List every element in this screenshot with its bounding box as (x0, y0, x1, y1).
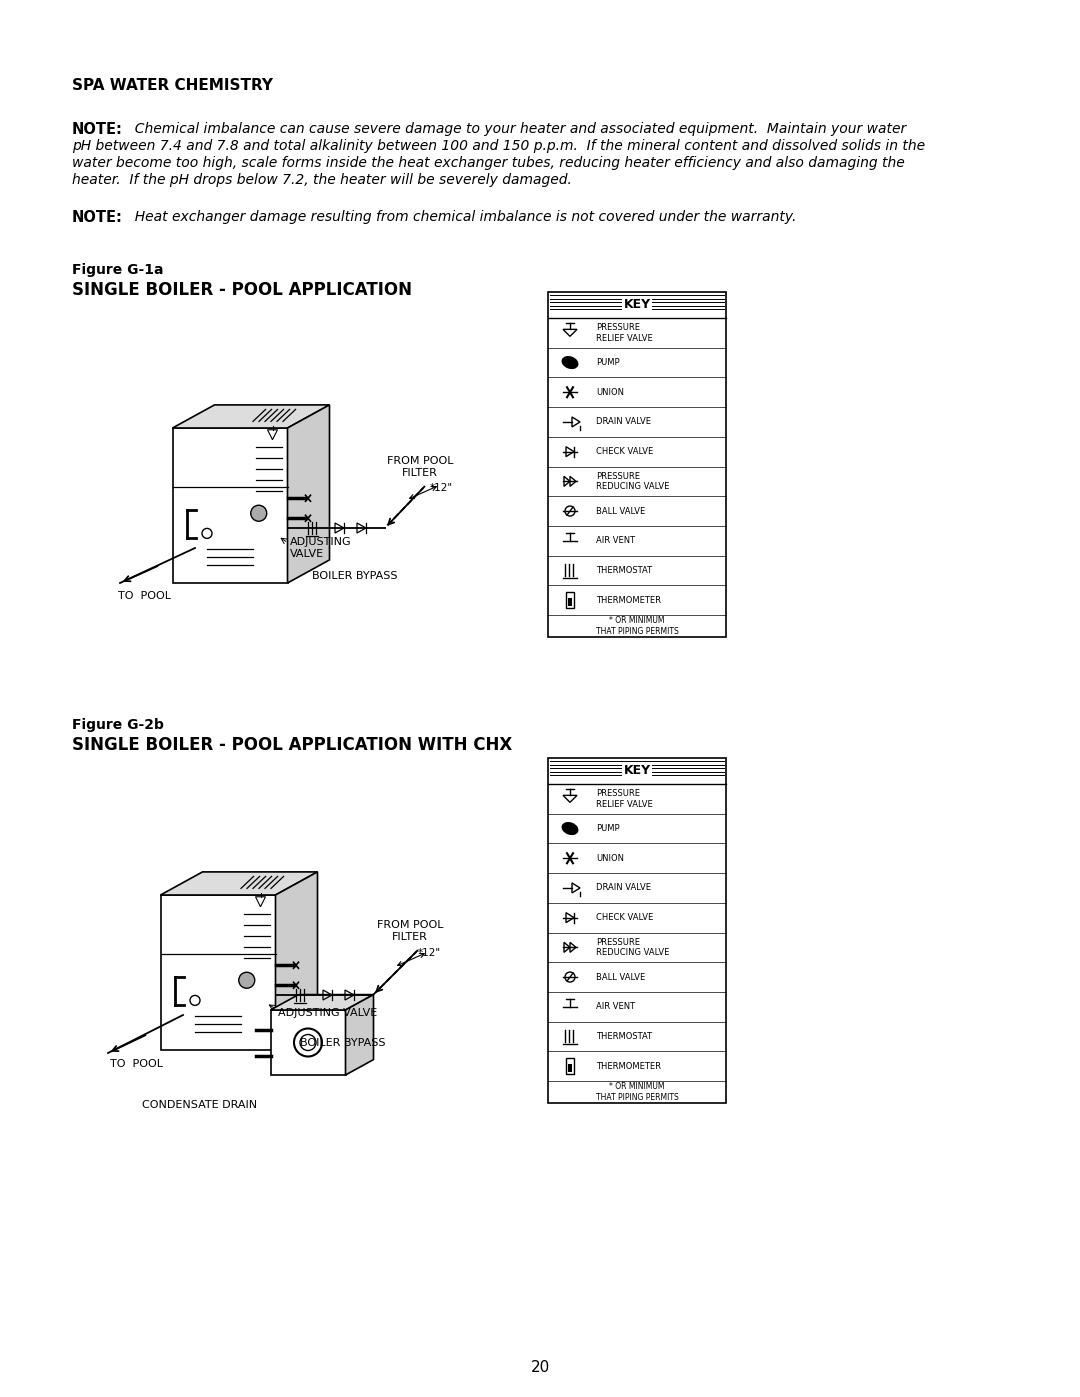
Text: THERMOMETER: THERMOMETER (596, 1062, 661, 1070)
Bar (568, 598, 572, 606)
Text: BOILER BYPASS: BOILER BYPASS (300, 1038, 386, 1048)
Text: *12": *12" (418, 949, 441, 958)
Text: TO  POOL: TO POOL (109, 1059, 162, 1069)
Text: Figure G-2b: Figure G-2b (72, 718, 164, 732)
Text: ADJUSTING VALVE: ADJUSTING VALVE (278, 1009, 377, 1018)
Text: CONDENSATE DRAIN: CONDENSATE DRAIN (143, 1099, 257, 1111)
Text: UNION: UNION (596, 388, 624, 397)
Text: THERMOSTAT: THERMOSTAT (596, 1032, 652, 1041)
Text: PRESSURE
RELIEF VALVE: PRESSURE RELIEF VALVE (596, 789, 652, 809)
Text: water become too high, scale forms inside the heat exchanger tubes, reducing hea: water become too high, scale forms insid… (72, 156, 905, 170)
Text: NOTE:: NOTE: (72, 210, 123, 225)
Text: AIR VENT: AIR VENT (596, 1002, 635, 1011)
Text: pH between 7.4 and 7.8 and total alkalinity between 100 and 150 p.p.m.  If the m: pH between 7.4 and 7.8 and total alkalin… (72, 138, 926, 154)
Text: Figure G-1a: Figure G-1a (72, 263, 163, 277)
Text: PRESSURE
REDUCING VALVE: PRESSURE REDUCING VALVE (596, 937, 670, 957)
Ellipse shape (563, 356, 578, 369)
Text: * OR MINIMUM
THAT PIPING PERMITS: * OR MINIMUM THAT PIPING PERMITS (596, 616, 678, 636)
Text: 20: 20 (530, 1361, 550, 1375)
Bar (566, 592, 573, 608)
Polygon shape (270, 995, 374, 1010)
Text: SPA WATER CHEMISTRY: SPA WATER CHEMISTRY (72, 78, 273, 94)
Circle shape (239, 972, 255, 988)
Text: UNION: UNION (596, 854, 624, 863)
Text: SINGLE BOILER - POOL APPLICATION WITH CHX: SINGLE BOILER - POOL APPLICATION WITH CH… (72, 736, 512, 754)
Text: Chemical imbalance can cause severe damage to your heater and associated equipme: Chemical imbalance can cause severe dama… (126, 122, 906, 136)
Bar (270, 1010, 346, 1076)
Text: BALL VALVE: BALL VALVE (596, 507, 645, 515)
Text: heater.  If the pH drops below 7.2, the heater will be severely damaged.: heater. If the pH drops below 7.2, the h… (72, 173, 572, 187)
Text: DRAIN VALVE: DRAIN VALVE (596, 883, 651, 893)
Text: CHECK VALVE: CHECK VALVE (596, 914, 653, 922)
Text: PUMP: PUMP (596, 824, 620, 833)
Text: THERMOMETER: THERMOMETER (596, 595, 661, 605)
Bar (173, 427, 287, 583)
Text: KEY: KEY (623, 299, 650, 312)
Bar (568, 1065, 572, 1071)
Text: THERMOSTAT: THERMOSTAT (596, 566, 652, 576)
Text: SINGLE BOILER - POOL APPLICATION: SINGLE BOILER - POOL APPLICATION (72, 281, 411, 299)
Polygon shape (173, 405, 329, 427)
Text: TO  POOL: TO POOL (119, 591, 172, 601)
Polygon shape (161, 872, 318, 895)
Polygon shape (275, 872, 318, 1051)
Polygon shape (287, 405, 329, 583)
Text: DRAIN VALVE: DRAIN VALVE (596, 418, 651, 426)
Text: BOILER BYPASS: BOILER BYPASS (312, 571, 397, 581)
Text: PRESSURE
RELIEF VALVE: PRESSURE RELIEF VALVE (596, 323, 652, 342)
Text: CHECK VALVE: CHECK VALVE (596, 447, 653, 457)
Text: Heat exchanger damage resulting from chemical imbalance is not covered under the: Heat exchanger damage resulting from che… (126, 210, 796, 224)
Bar (566, 1058, 573, 1074)
Bar (548, 292, 726, 637)
Text: AIR VENT: AIR VENT (596, 536, 635, 545)
Text: BALL VALVE: BALL VALVE (596, 972, 645, 982)
Bar (161, 895, 275, 1051)
Bar (548, 759, 726, 1104)
Text: *12": *12" (430, 483, 454, 493)
Text: PRESSURE
REDUCING VALVE: PRESSURE REDUCING VALVE (596, 472, 670, 492)
Ellipse shape (563, 823, 578, 834)
Text: KEY: KEY (623, 764, 650, 778)
Text: PUMP: PUMP (596, 358, 620, 367)
Circle shape (251, 506, 267, 521)
Text: NOTE:: NOTE: (72, 122, 123, 137)
Text: FROM POOL
FILTER: FROM POOL FILTER (377, 919, 443, 942)
Polygon shape (346, 995, 374, 1076)
Text: FROM POOL
FILTER: FROM POOL FILTER (387, 455, 454, 478)
Text: * OR MINIMUM
THAT PIPING PERMITS: * OR MINIMUM THAT PIPING PERMITS (596, 1081, 678, 1102)
Text: ADJUSTING
VALVE: ADJUSTING VALVE (291, 536, 352, 559)
